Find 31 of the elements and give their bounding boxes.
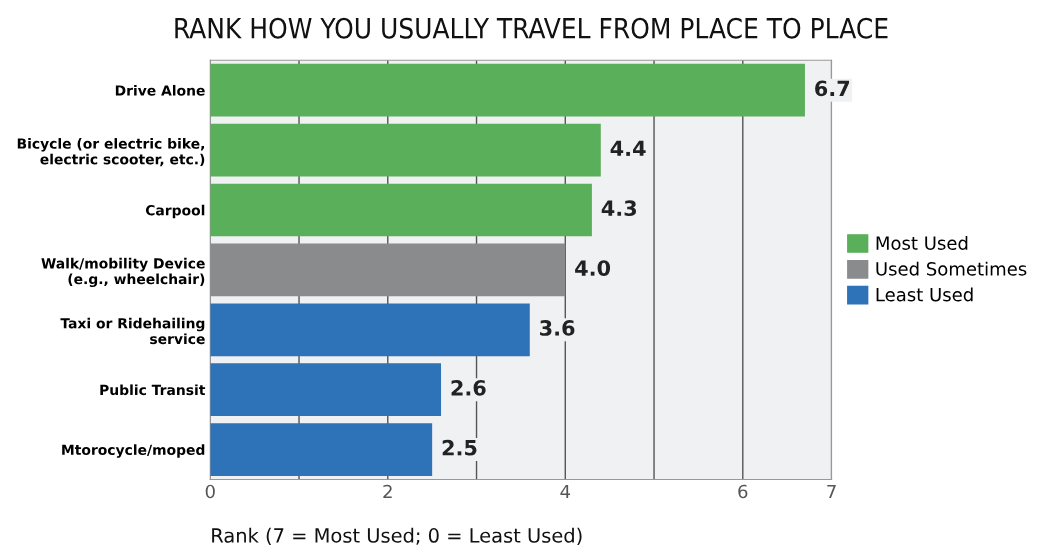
data-label: 4.4 <box>610 140 646 156</box>
y-tick-label: Bicycle (or electric bike, electric scooter, etc.) <box>17 138 205 167</box>
x-tick-label: 6 <box>738 484 748 499</box>
legend-label: Used Sometimes <box>876 261 1027 276</box>
bar <box>210 183 592 237</box>
x-tick-label: 2 <box>383 484 392 499</box>
data-label: 3.6 <box>540 320 575 336</box>
y-tick-label: Drive Alone <box>115 84 205 96</box>
y-tick-label: Taxi or Ridehailing service <box>60 317 205 345</box>
x-tick-label: 4 <box>560 484 571 499</box>
y-tick-label: Public Transit <box>100 384 206 396</box>
bar <box>210 123 601 177</box>
data-label: 4.0 <box>575 260 611 276</box>
bar <box>210 243 566 297</box>
data-label: 2.6 <box>451 379 486 396</box>
y-tick-label: Mtorocycle/moped <box>62 444 205 458</box>
data-label: 2.5 <box>442 439 477 456</box>
x-axis-title: Rank (7 = Most Used; 0 = Least Used) <box>212 527 582 546</box>
y-tick-label: Walk/mobility Device (e.g., wheelchair) <box>41 257 205 288</box>
data-label: 4.3 <box>601 200 637 217</box>
legend-label: Least Used <box>876 287 973 302</box>
bar <box>210 423 433 476</box>
bar <box>210 363 442 417</box>
legend-label: Most Used <box>876 235 968 250</box>
bar <box>210 63 805 117</box>
x-tick-label: 7 <box>827 484 836 499</box>
chart-title: RANK HOW YOU USUALLY TRAVEL FROM PLACE TO PLACE <box>175 17 888 39</box>
data-label: 6.7 <box>815 80 850 97</box>
x-tick-label: 0 <box>205 484 215 499</box>
y-tick-label: Carpool <box>145 204 205 219</box>
bar <box>210 303 530 357</box>
